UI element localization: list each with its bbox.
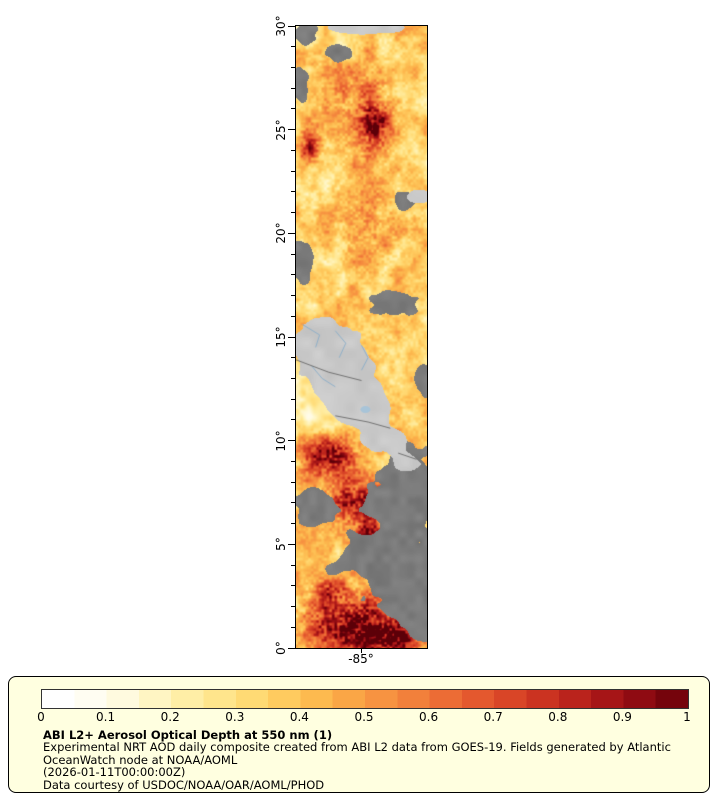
lat-major-tick <box>288 129 295 131</box>
legend-credit: Data courtesy of USDOC/NOAA/OAR/AOML/PHO… <box>43 777 325 792</box>
lat-tick-label: 15° <box>274 326 288 348</box>
colorbar-tick-label: 0 <box>37 710 45 724</box>
lat-tick-label: 20° <box>274 222 288 244</box>
longitude-label: -85° <box>348 652 374 666</box>
lat-minor-tick <box>291 149 295 151</box>
lat-tick-label: 0° <box>274 641 288 655</box>
colorbar-tick-label: 0.2 <box>160 710 180 724</box>
lat-minor-tick <box>291 315 295 317</box>
lat-major-tick <box>288 336 295 338</box>
lat-minor-tick <box>291 398 295 400</box>
lat-minor-tick <box>291 191 295 193</box>
lat-tick-label: 25° <box>274 119 288 141</box>
lat-minor-tick <box>291 564 295 566</box>
lat-minor-tick <box>291 606 295 608</box>
colorbar <box>41 689 689 709</box>
lat-minor-tick <box>291 523 295 525</box>
lat-major-tick <box>288 25 295 27</box>
lat-minor-tick <box>291 419 295 421</box>
lat-tick-label: 5° <box>274 537 288 552</box>
colorbar-tick-label: 0.7 <box>483 710 503 724</box>
lat-major-tick <box>288 647 295 649</box>
longitude-tick <box>361 649 362 653</box>
lat-minor-tick <box>291 626 295 628</box>
lat-minor-tick <box>291 274 295 276</box>
lat-minor-tick <box>291 460 295 462</box>
legend-text-block: ABI L2+ Aerosol Optical Depth at 550 nm … <box>43 729 671 791</box>
legend-title: ABI L2+ Aerosol Optical Depth at 550 nm … <box>43 728 333 742</box>
aod-map-canvas <box>295 25 428 649</box>
colorbar-tick-label: 0.9 <box>612 710 632 724</box>
colorbar-tick-label: 0.5 <box>354 710 374 724</box>
lat-minor-tick <box>291 481 295 483</box>
legend-description-line1: Experimental NRT AOD daily composite cre… <box>43 740 671 755</box>
lat-minor-tick <box>291 253 295 255</box>
lat-minor-tick <box>291 108 295 110</box>
lat-major-tick <box>288 543 295 545</box>
lat-minor-tick <box>291 502 295 504</box>
lat-minor-tick <box>291 66 295 68</box>
lat-minor-tick <box>291 46 295 48</box>
lat-minor-tick <box>291 295 295 297</box>
lat-minor-tick <box>291 87 295 89</box>
lat-minor-tick <box>291 170 295 172</box>
lat-major-tick <box>288 440 295 442</box>
colorbar-tick-label: 0.8 <box>548 710 568 724</box>
legend-panel: 0 0.1 0.2 0.3 0.4 0.5 0.6 0.7 0.8 0.9 1 ABI L2+ Ae… <box>8 676 710 793</box>
colorbar-tick-label: 0.6 <box>419 710 439 724</box>
lat-minor-tick <box>291 585 295 587</box>
lat-minor-tick <box>291 212 295 214</box>
legend-timestamp: (2026-01-11T00:00:00Z) <box>43 765 186 780</box>
colorbar-tick-label: 1 <box>683 710 691 724</box>
lat-major-tick <box>288 232 295 234</box>
lat-minor-tick <box>291 357 295 359</box>
colorbar-tick-label: 0.4 <box>289 710 309 724</box>
lat-tick-label: 30° <box>274 15 288 37</box>
lat-tick-label: 10° <box>274 430 288 452</box>
legend-description-line2: OceanWatch node at NOAA/AOML <box>43 752 238 767</box>
lat-minor-tick <box>291 377 295 379</box>
colorbar-tick-label: 0.3 <box>225 710 245 724</box>
colorbar-tick-label: 0.1 <box>96 710 116 724</box>
